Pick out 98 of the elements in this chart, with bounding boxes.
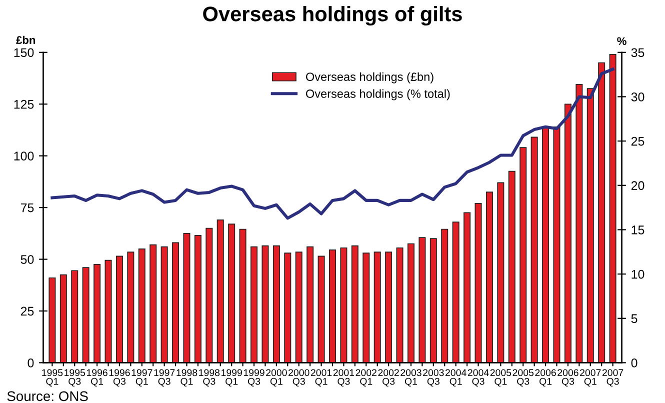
x-tick-label: 2007 Q1 [580, 369, 601, 387]
x-tick-label: 2003 Q1 [400, 369, 422, 387]
bar [306, 246, 314, 363]
bar [497, 182, 504, 363]
bar [396, 247, 404, 363]
x-tick-label: 2000 Q1 [266, 369, 287, 387]
bar [150, 244, 157, 363]
bar [272, 245, 280, 363]
bar [284, 252, 292, 363]
y-axis-title: £bn [16, 36, 36, 44]
bar [94, 264, 101, 363]
bar [576, 84, 583, 363]
bar [374, 252, 381, 363]
bar [127, 252, 134, 363]
bar [206, 228, 213, 363]
y2-tick-label: 0 [631, 358, 638, 368]
x-tick-label: 2000 Q3 [288, 369, 310, 387]
bar [464, 212, 471, 363]
bar [318, 256, 325, 363]
bar [104, 260, 112, 363]
y2-tick-label: 30 [631, 92, 644, 102]
bar [362, 252, 370, 363]
bar [295, 252, 302, 363]
legend-label: Overseas holdings (£bn) [306, 72, 434, 84]
bar [520, 147, 527, 363]
bar [328, 250, 336, 363]
y-tick-label: 150 [14, 48, 34, 58]
y-tick-label: 100 [14, 152, 34, 160]
x-tick-label: 2006 Q1 [535, 369, 556, 387]
bar [474, 202, 482, 363]
x-tick-label: 2005 Q1 [490, 369, 512, 387]
bar [418, 237, 426, 363]
y-tick-label: 125 [14, 100, 34, 109]
bar [553, 126, 560, 363]
bar [407, 243, 414, 363]
bar [71, 270, 78, 363]
x-tick-label: 2003 Q3 [423, 369, 444, 387]
bar [228, 224, 236, 363]
x-tick-label: 2002 Q3 [378, 369, 399, 387]
bar [430, 238, 437, 363]
x-tick-label: 1997 Q1 [132, 369, 152, 387]
x-tick-label: 2004 Q1 [446, 369, 466, 387]
y2-tick-label: 35 [631, 48, 644, 58]
y-tick-label: 50 [20, 255, 34, 264]
chart-title: Overseas holdings of gilts [203, 6, 462, 26]
bar [351, 245, 358, 363]
x-tick-label: 1998 Q3 [199, 369, 220, 387]
y2-tick-label: 15 [632, 226, 644, 234]
x-tick-label: 2005 Q3 [512, 369, 534, 387]
bar [239, 228, 246, 363]
x-tick-label: 1999 Q3 [244, 369, 264, 387]
x-tick-label: 2007 Q3 [602, 369, 624, 387]
x-tick-label: 2001 Q3 [333, 369, 354, 387]
legend-label: Overseas holdings (% total) [306, 89, 450, 100]
x-tick-label: 2004 Q3 [468, 369, 489, 387]
bar [609, 54, 616, 363]
x-tick-label: 1996 Q1 [86, 369, 108, 387]
y2-axis-title: % [617, 37, 626, 46]
x-tick-label: 2006 Q3 [558, 369, 578, 387]
x-tick-label: 1996 Q3 [109, 369, 130, 387]
x-tick-label: 2002 Q1 [356, 369, 376, 387]
bar [441, 228, 448, 363]
x-tick-label: 1998 Q1 [176, 369, 198, 387]
y2-tick-label: 5 [631, 314, 638, 324]
bar [60, 274, 67, 363]
bar [183, 232, 190, 363]
bar [138, 248, 146, 363]
bar [486, 192, 493, 363]
y-tick-label: 0 [28, 358, 34, 368]
bar [530, 136, 538, 363]
bar [564, 104, 572, 363]
y-tick-label: 25 [20, 306, 34, 316]
bar [116, 256, 123, 363]
bar [160, 246, 168, 363]
bar [586, 88, 594, 363]
bar [48, 277, 56, 363]
source-note: Source: ONS [7, 391, 88, 402]
bar [82, 267, 90, 363]
y2-tick-label: 25 [631, 136, 644, 146]
bar [508, 170, 516, 363]
bar [598, 62, 606, 363]
bar [385, 252, 392, 363]
x-tick-label: 1995 Q1 [42, 369, 63, 387]
bar [194, 235, 202, 363]
bar [340, 247, 348, 363]
y-tick-label: 75 [20, 203, 34, 212]
x-tick-label: 1997 Q3 [154, 369, 175, 387]
bar [452, 222, 460, 363]
bar [216, 220, 224, 363]
bar [250, 246, 258, 363]
bar [172, 242, 180, 363]
line-series [50, 68, 614, 220]
x-tick-label: 2001 Q1 [310, 369, 332, 387]
bar [262, 245, 269, 363]
y2-tick-label: 10 [632, 270, 644, 279]
x-tick-label: 1999 Q1 [222, 369, 242, 387]
y2-tick-label: 20 [631, 181, 644, 190]
x-tick-label: 1995 Q3 [64, 369, 86, 387]
